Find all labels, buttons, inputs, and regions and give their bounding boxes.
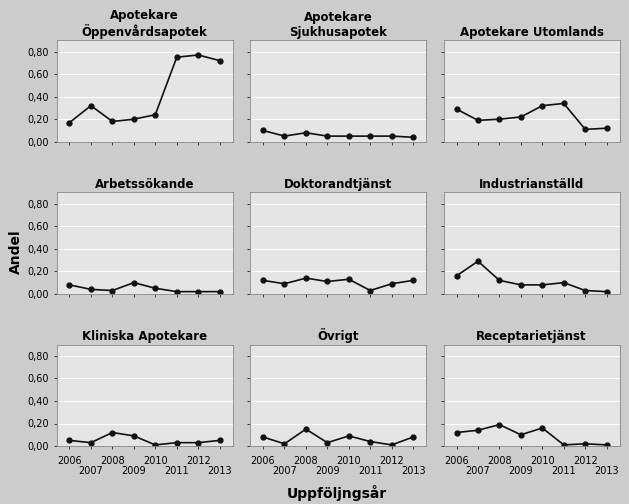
- Text: 2012: 2012: [573, 456, 598, 466]
- Title: Arbetssökande: Arbetssökande: [95, 178, 194, 192]
- Text: 2011: 2011: [552, 466, 576, 476]
- Text: 2010: 2010: [530, 456, 555, 466]
- Text: 2008: 2008: [487, 456, 512, 466]
- Title: Industrianställd: Industrianställd: [479, 178, 584, 192]
- Text: 2010: 2010: [143, 456, 167, 466]
- Text: Uppföljngsår: Uppföljngsår: [286, 485, 387, 501]
- Text: 2009: 2009: [509, 466, 533, 476]
- Text: 2006: 2006: [251, 456, 276, 466]
- Title: Apotekare
Sjukhusapotek: Apotekare Sjukhusapotek: [289, 11, 387, 39]
- Text: 2010: 2010: [337, 456, 361, 466]
- Text: 2012: 2012: [379, 456, 404, 466]
- Text: 2006: 2006: [444, 456, 469, 466]
- Title: Receptarietjänst: Receptarietjänst: [476, 331, 587, 343]
- Title: Apotekare
Öppenvårdsapotek: Apotekare Öppenvårdsapotek: [82, 9, 208, 39]
- Text: 2013: 2013: [401, 466, 425, 476]
- Text: 2007: 2007: [79, 466, 103, 476]
- Text: 2012: 2012: [186, 456, 211, 466]
- Text: 2009: 2009: [315, 466, 340, 476]
- Text: Andel: Andel: [9, 230, 23, 274]
- Title: Apotekare Utomlands: Apotekare Utomlands: [460, 26, 604, 39]
- Text: 2008: 2008: [294, 456, 318, 466]
- Text: 2007: 2007: [272, 466, 297, 476]
- Text: 2011: 2011: [358, 466, 382, 476]
- Text: 2011: 2011: [164, 466, 189, 476]
- Text: 2006: 2006: [57, 456, 82, 466]
- Text: 2009: 2009: [121, 466, 146, 476]
- Text: 2008: 2008: [100, 456, 125, 466]
- Title: Doktorandtjänst: Doktorandtjänst: [284, 178, 392, 192]
- Text: 2013: 2013: [208, 466, 232, 476]
- Text: 2007: 2007: [465, 466, 491, 476]
- Title: Övrigt: Övrigt: [318, 329, 359, 343]
- Text: 2013: 2013: [594, 466, 619, 476]
- Title: Kliniska Apotekare: Kliniska Apotekare: [82, 331, 207, 343]
